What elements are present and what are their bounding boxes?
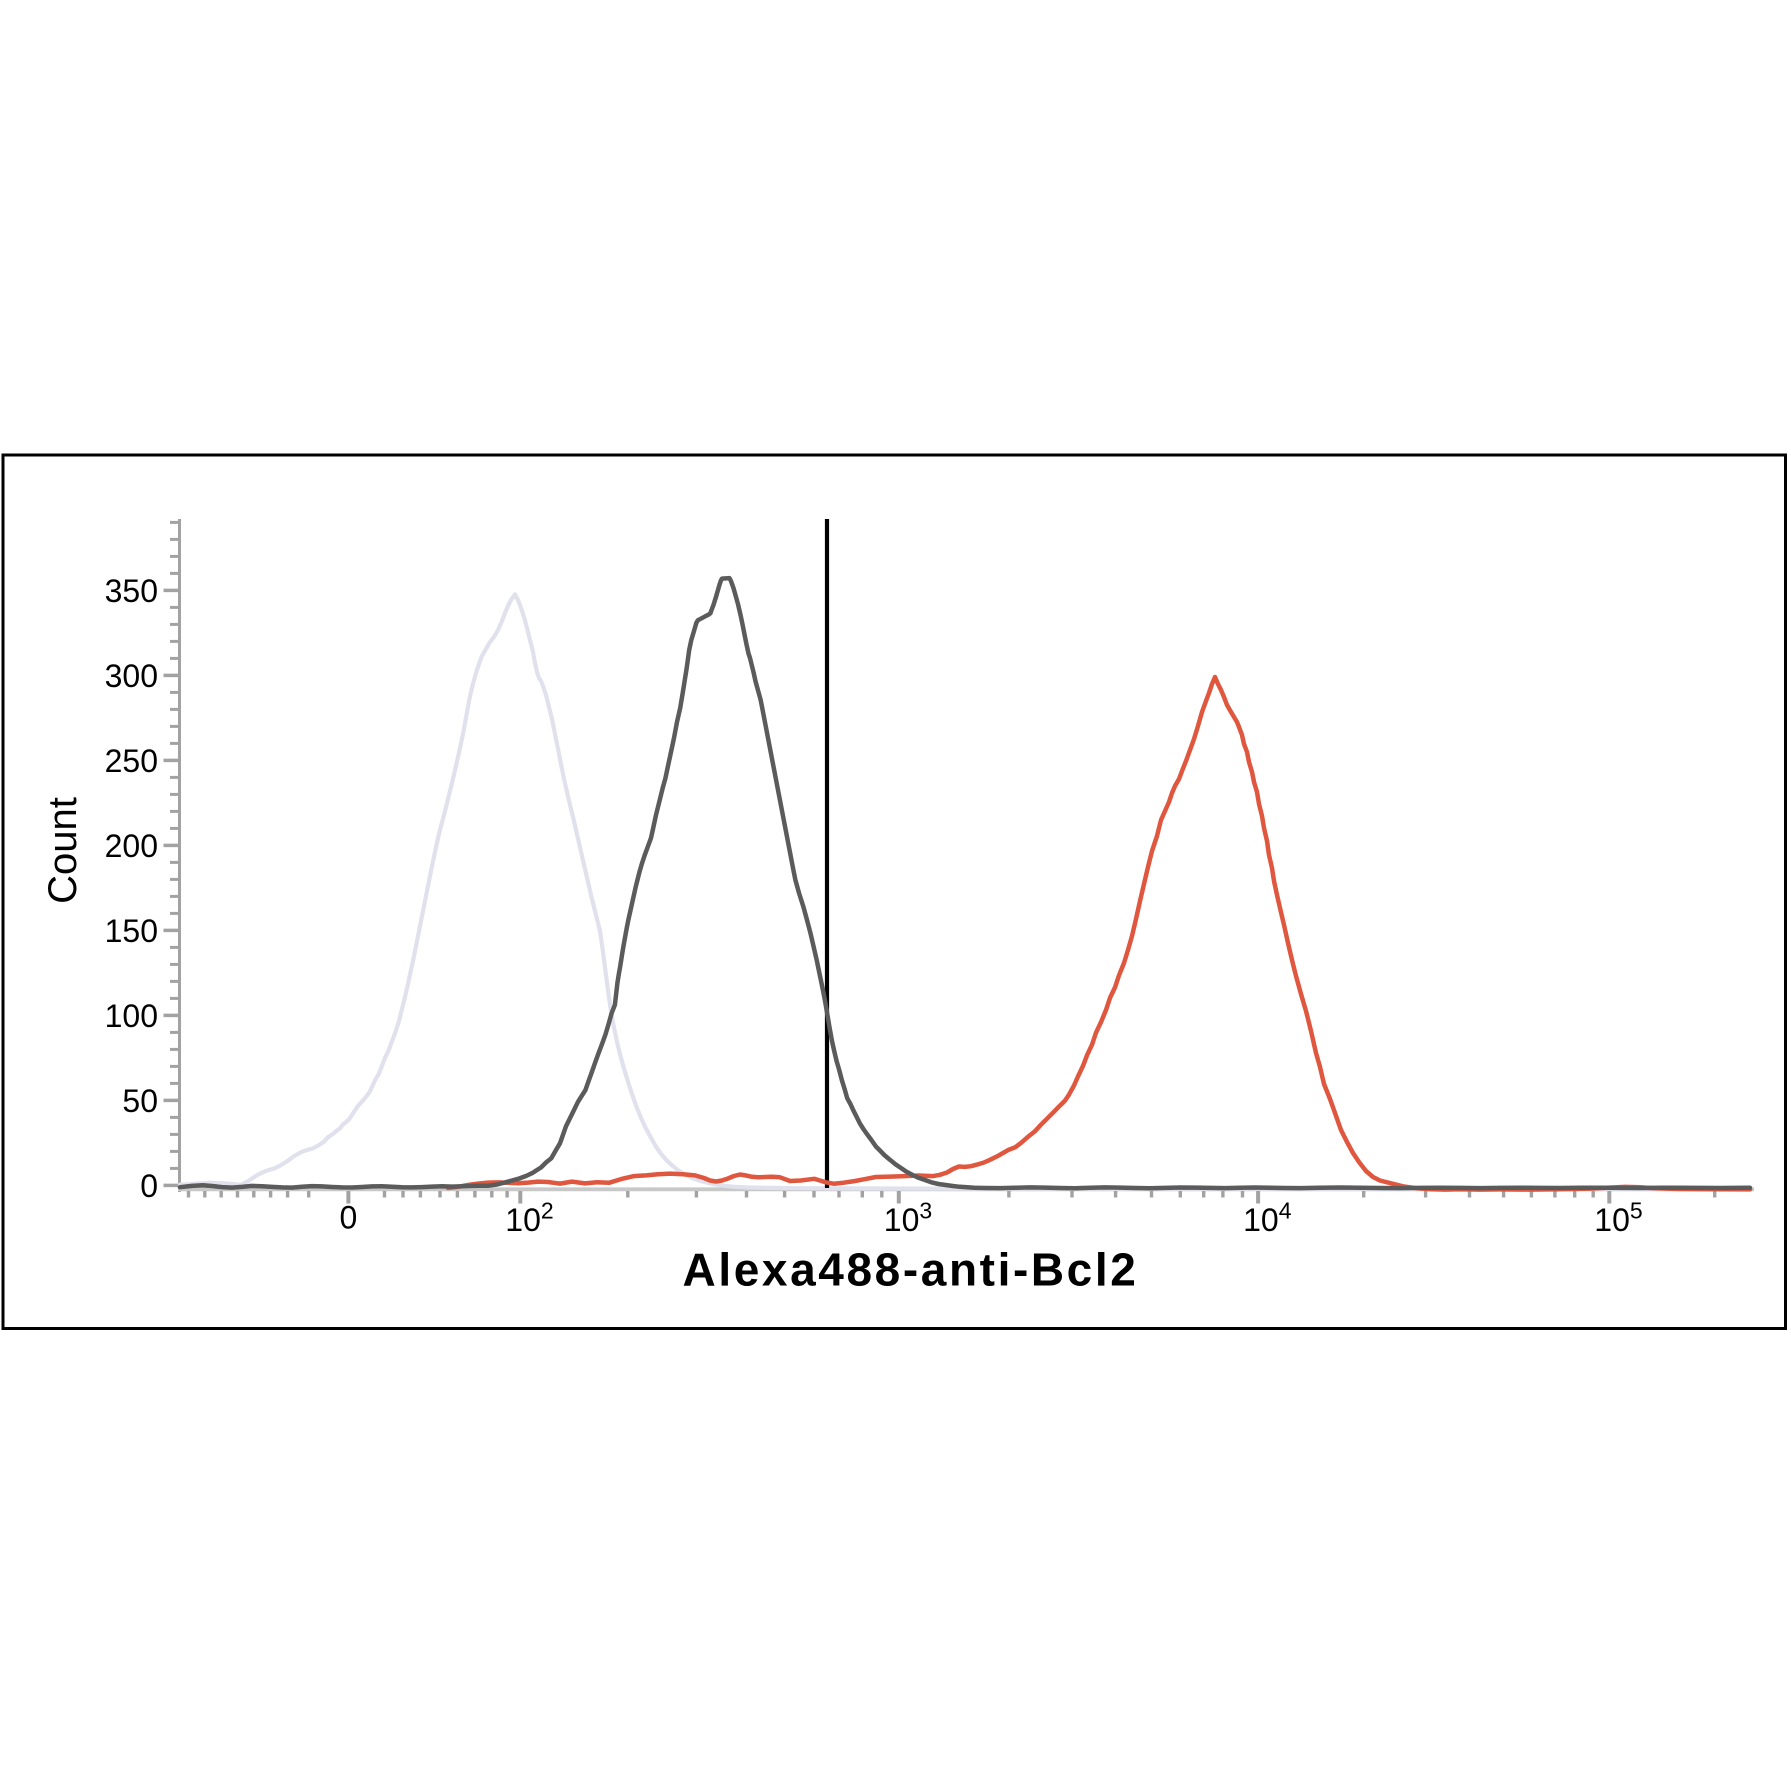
svg-text:0: 0	[340, 1200, 358, 1236]
svg-text:100: 100	[105, 998, 158, 1034]
svg-text:250: 250	[105, 743, 158, 779]
svg-text:Count: Count	[41, 797, 85, 904]
svg-text:50: 50	[122, 1083, 158, 1119]
svg-text:Alexa488-anti-Bcl2: Alexa488-anti-Bcl2	[683, 1244, 1139, 1296]
svg-text:300: 300	[105, 658, 158, 694]
svg-text:0: 0	[140, 1168, 158, 1204]
svg-text:200: 200	[105, 828, 158, 864]
svg-text:150: 150	[105, 913, 158, 949]
svg-text:350: 350	[105, 573, 158, 609]
